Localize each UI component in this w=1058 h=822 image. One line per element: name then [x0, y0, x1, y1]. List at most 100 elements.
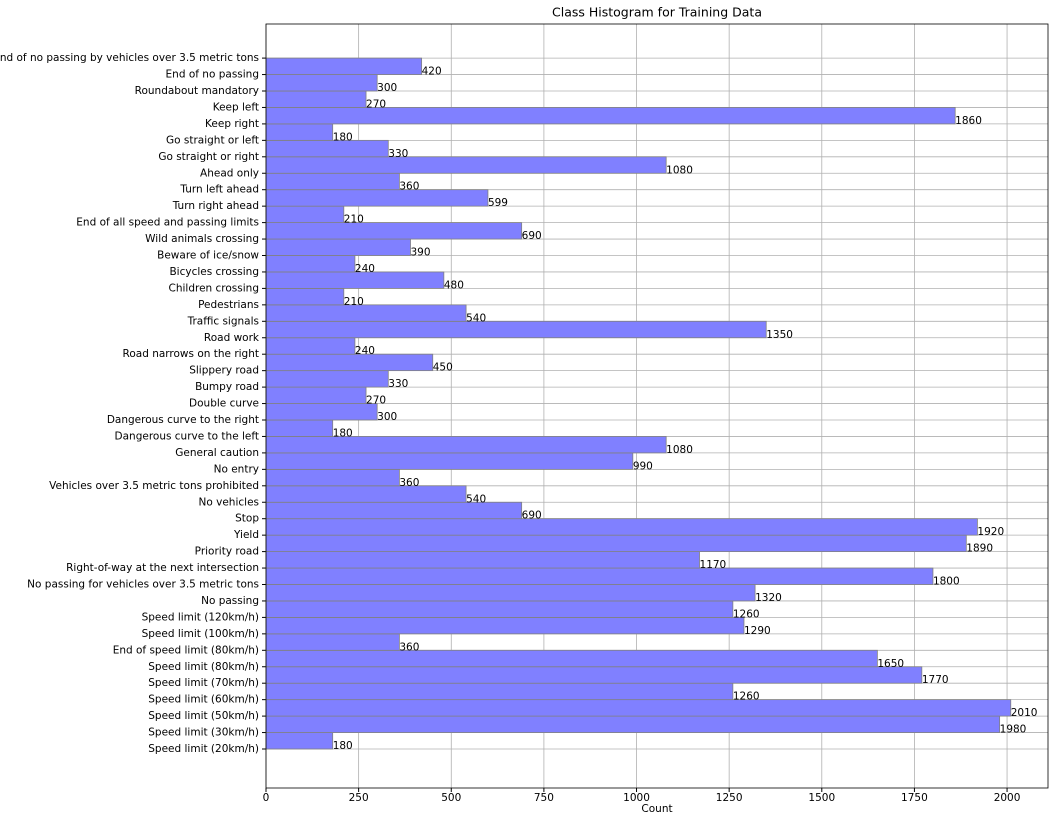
bar [265, 403, 378, 421]
value-label: 180 [333, 427, 353, 439]
y-tick-label: Stop [235, 513, 259, 525]
x-tick-label: 2000 [994, 792, 1021, 804]
y-tick-label: End of no passing by vehicles over 3.5 m… [0, 52, 259, 64]
y-tick-label: Keep right [205, 118, 259, 130]
y-tick-label: General caution [175, 447, 259, 459]
value-label: 1920 [977, 526, 1004, 538]
x-tick-label: 250 [349, 792, 369, 804]
value-label: 420 [422, 66, 442, 78]
bar [265, 189, 489, 207]
value-label: 1350 [766, 329, 793, 341]
bar [265, 238, 411, 256]
y-tick-label: Road work [204, 332, 260, 344]
x-tick-label: 500 [441, 792, 461, 804]
y-tick-label: Double curve [189, 398, 259, 410]
bar [265, 172, 400, 191]
value-label: 1770 [922, 674, 949, 686]
x-tick-label: 1500 [808, 792, 835, 804]
y-tick-label: Traffic signals [187, 315, 259, 327]
y-tick-label: Dangerous curve to the left [115, 430, 259, 442]
value-label: 1260 [733, 691, 760, 703]
chart-title: Class Histogram for Training Data [552, 5, 762, 20]
value-label: 1890 [966, 543, 993, 555]
value-label: 990 [633, 460, 653, 472]
value-label: 300 [377, 411, 397, 423]
bar [265, 123, 334, 141]
value-label: 1800 [933, 576, 960, 588]
y-tick-label: End of speed limit (80km/h) [113, 644, 259, 656]
bar [265, 468, 400, 487]
bar [265, 337, 356, 355]
bar [265, 715, 1001, 733]
value-label: 1650 [877, 658, 904, 670]
x-tick-label: 0 [263, 792, 270, 804]
value-label: 210 [344, 296, 364, 308]
value-label: 1320 [755, 592, 782, 604]
y-tick-label: End of all speed and passing limits [76, 217, 259, 229]
bar [265, 649, 878, 668]
y-tick-label: No passing [201, 595, 259, 607]
y-tick-label: Vehicles over 3.5 metric tons prohibited [49, 480, 259, 492]
value-label: 1080 [666, 164, 693, 176]
bar [265, 452, 634, 470]
value-label: 180 [333, 740, 353, 752]
y-tick-label: Speed limit (100km/h) [142, 628, 259, 640]
x-tick-label: 1750 [901, 792, 928, 804]
x-tick-label: 1250 [716, 792, 743, 804]
bar [265, 156, 667, 174]
y-tick-label: Pedestrians [198, 299, 259, 311]
value-label: 690 [522, 510, 542, 522]
value-label: 270 [366, 395, 386, 407]
value-label: 270 [366, 98, 386, 110]
y-tick-label: Speed limit (80km/h) [148, 661, 259, 673]
bar [265, 419, 334, 437]
bar [265, 436, 667, 454]
bar [265, 205, 345, 223]
value-label: 1170 [700, 559, 727, 571]
bar [265, 386, 367, 404]
bar [265, 90, 367, 108]
bar [265, 732, 334, 750]
value-label: 599 [488, 197, 508, 209]
y-tick-label: Speed limit (70km/h) [148, 677, 259, 689]
x-axis-label: Count [641, 803, 672, 815]
value-label: 540 [466, 493, 486, 505]
value-label: 210 [344, 214, 364, 226]
y-tick-label: Priority road [195, 546, 259, 558]
y-tick-label: End of no passing [166, 69, 259, 81]
value-label: 1290 [744, 625, 771, 637]
y-tick-label: Speed limit (30km/h) [148, 727, 259, 739]
value-label: 450 [433, 362, 453, 374]
value-label: 1980 [1000, 724, 1027, 736]
y-tick-label: Roundabout mandatory [135, 85, 259, 97]
y-tick-label: Bicycles crossing [169, 266, 259, 278]
y-tick-label: Ahead only [200, 167, 259, 179]
value-label: 360 [399, 641, 419, 653]
x-tick-label: 750 [534, 792, 554, 804]
bar [265, 139, 389, 158]
value-label: 1260 [733, 608, 760, 620]
bar [265, 57, 423, 75]
bar [265, 567, 934, 585]
y-tick-label: Go straight or left [166, 134, 259, 146]
y-tick-label: Dangerous curve to the right [107, 414, 259, 426]
y-tick-label: Wild animals crossing [145, 233, 259, 245]
y-tick-label: No entry [214, 463, 259, 475]
y-tick-label: Children crossing [169, 282, 260, 294]
bar [265, 287, 345, 306]
y-tick-label: Slippery road [189, 365, 259, 377]
bar [265, 255, 356, 273]
y-tick-label: Speed limit (60km/h) [148, 694, 259, 706]
value-label: 240 [355, 345, 375, 357]
value-label: 390 [411, 247, 431, 259]
value-label: 240 [355, 263, 375, 275]
bar [265, 534, 967, 553]
bar [265, 699, 1012, 717]
bar [265, 485, 467, 503]
y-tick-label: Right-of-way at the next intersection [66, 562, 259, 574]
bar [265, 222, 523, 240]
value-label: 300 [377, 82, 397, 94]
bar [265, 518, 978, 536]
y-tick-label: Beware of ice/snow [157, 250, 259, 262]
